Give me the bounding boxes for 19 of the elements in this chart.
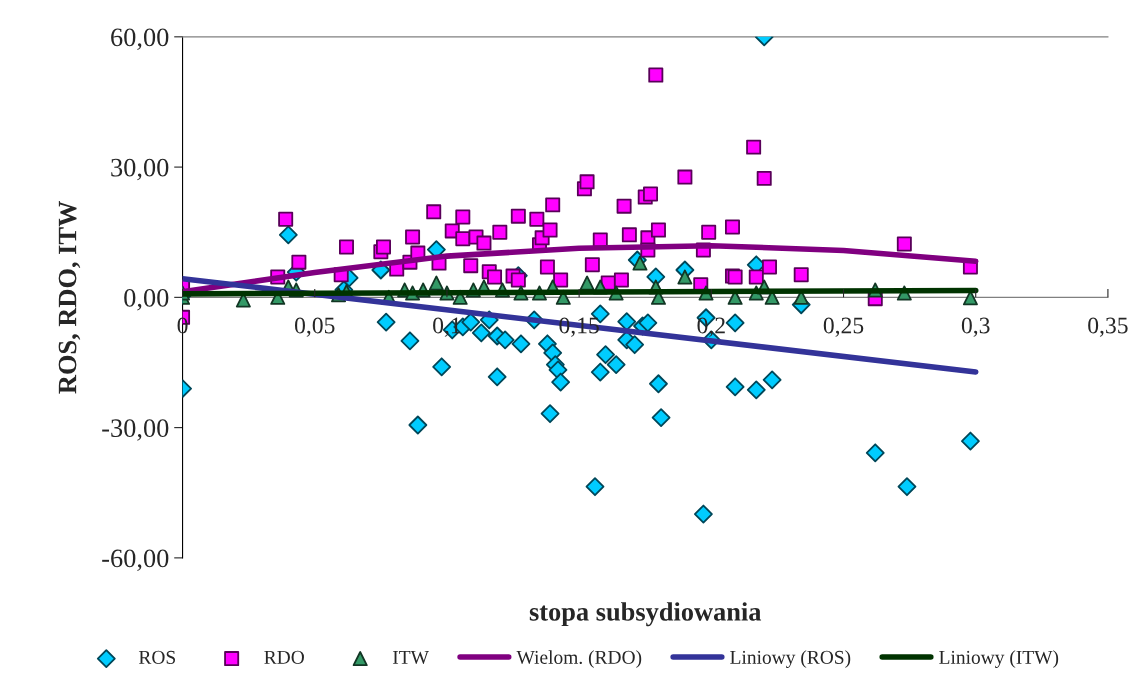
y-tick-label: -60,00 [102, 549, 169, 572]
x-tick-label: 0,3 [961, 317, 990, 337]
y-tick-label: 0,00 [124, 288, 169, 311]
x-tick-label: 0,05 [294, 317, 335, 337]
legend-label: Liniowy (ITW) [939, 650, 1059, 668]
x-tick-label: 0,2 [697, 317, 725, 337]
legend-label: ITW [392, 650, 429, 665]
x-axis-title: stopa subsydiowania [529, 602, 762, 627]
legend-label: Wielom. (RDO) [516, 650, 642, 668]
x-tick-label: 0,35 [1088, 317, 1128, 337]
y-tick-label: 30,00 [111, 158, 169, 181]
y-tick-label: 60,00 [111, 28, 169, 51]
legend-label: ROS [138, 650, 176, 664]
y-tick-label: -30,00 [102, 419, 169, 441]
x-tick-label: 0,25 [823, 317, 864, 337]
legend-label: RDO [264, 650, 304, 664]
y-axis-title: ROS, RDO, ITW [58, 200, 81, 394]
x-tick-label: 0,1 [433, 317, 461, 337]
legend-label: Liniowy (ROS) [730, 650, 851, 668]
